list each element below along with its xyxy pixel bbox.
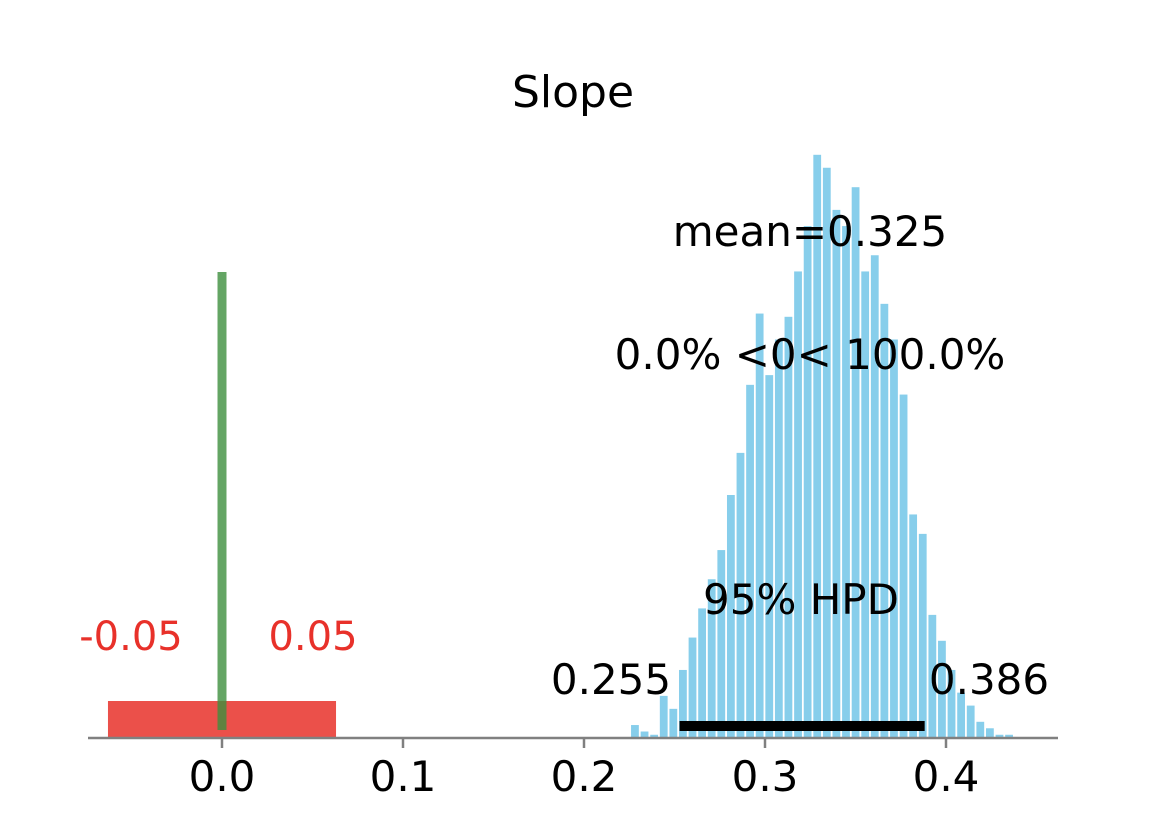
histogram-bar [870, 255, 879, 739]
rope-high-label: 0.05 [268, 614, 357, 660]
histogram-bar [851, 187, 860, 738]
histogram-bar [880, 303, 889, 738]
hpd-label: 95% HPD [703, 575, 899, 624]
histogram-bar [966, 705, 975, 738]
rope-low-label: -0.05 [79, 614, 183, 660]
hpd-high-label: 0.386 [929, 655, 1049, 704]
histogram-bar [842, 226, 850, 738]
histogram-bar [947, 669, 956, 738]
histogram-bar [659, 695, 668, 738]
hpd-low-label: 0.255 [551, 655, 671, 704]
histogram-bar [832, 209, 841, 738]
histogram-bar [813, 154, 822, 739]
histogram-bar [717, 550, 726, 738]
histogram-bar [698, 608, 706, 738]
histogram-bar [640, 731, 649, 738]
histogram-bar [899, 394, 908, 738]
histogram-bar [736, 452, 745, 738]
histogram-bar [679, 669, 687, 738]
histogram-bar [861, 271, 870, 738]
histogram-bar [1005, 734, 1013, 738]
histogram-bar [746, 384, 754, 738]
histogram-bar [688, 637, 697, 738]
histogram-bar [784, 316, 793, 738]
histogram-bar [803, 226, 812, 738]
x-tick-label: 0.0 [189, 752, 256, 801]
histogram-bar [822, 167, 831, 738]
histogram-bar [909, 514, 918, 738]
histogram-bar [631, 725, 639, 738]
histogram-bar [938, 640, 946, 738]
x-tick-label: 0.2 [551, 752, 618, 801]
histogram-bar [650, 734, 659, 738]
x-tick-label: 0.1 [370, 752, 437, 801]
x-ticks: 0.0 0.1 0.2 0.3 0.4 [189, 738, 980, 801]
histogram-bar [755, 313, 764, 738]
histogram-bar [794, 271, 802, 738]
chart-title: Slope [512, 67, 634, 118]
histogram-bar [890, 339, 898, 738]
reference-line [217, 272, 227, 730]
histogram-bar [957, 692, 966, 738]
histogram-bar [774, 339, 783, 738]
histogram-bar [995, 734, 1004, 738]
histogram-bar [669, 708, 678, 738]
histogram-bar [726, 495, 735, 738]
ref-probability-label: 0.0% <0< 100.0% [615, 330, 1006, 379]
histogram-bar [918, 533, 927, 738]
histogram-bars [631, 154, 1013, 739]
mean-label: mean=0.325 [673, 207, 948, 256]
histogram-bar [928, 614, 937, 738]
histogram-bar [986, 728, 994, 738]
x-tick-label: 0.4 [913, 752, 980, 801]
x-tick-label: 0.3 [732, 752, 799, 801]
hpd-interval-bar [679, 721, 925, 731]
histogram-bar [707, 579, 716, 738]
histogram-bar [765, 375, 774, 738]
histogram-bar [976, 721, 985, 738]
